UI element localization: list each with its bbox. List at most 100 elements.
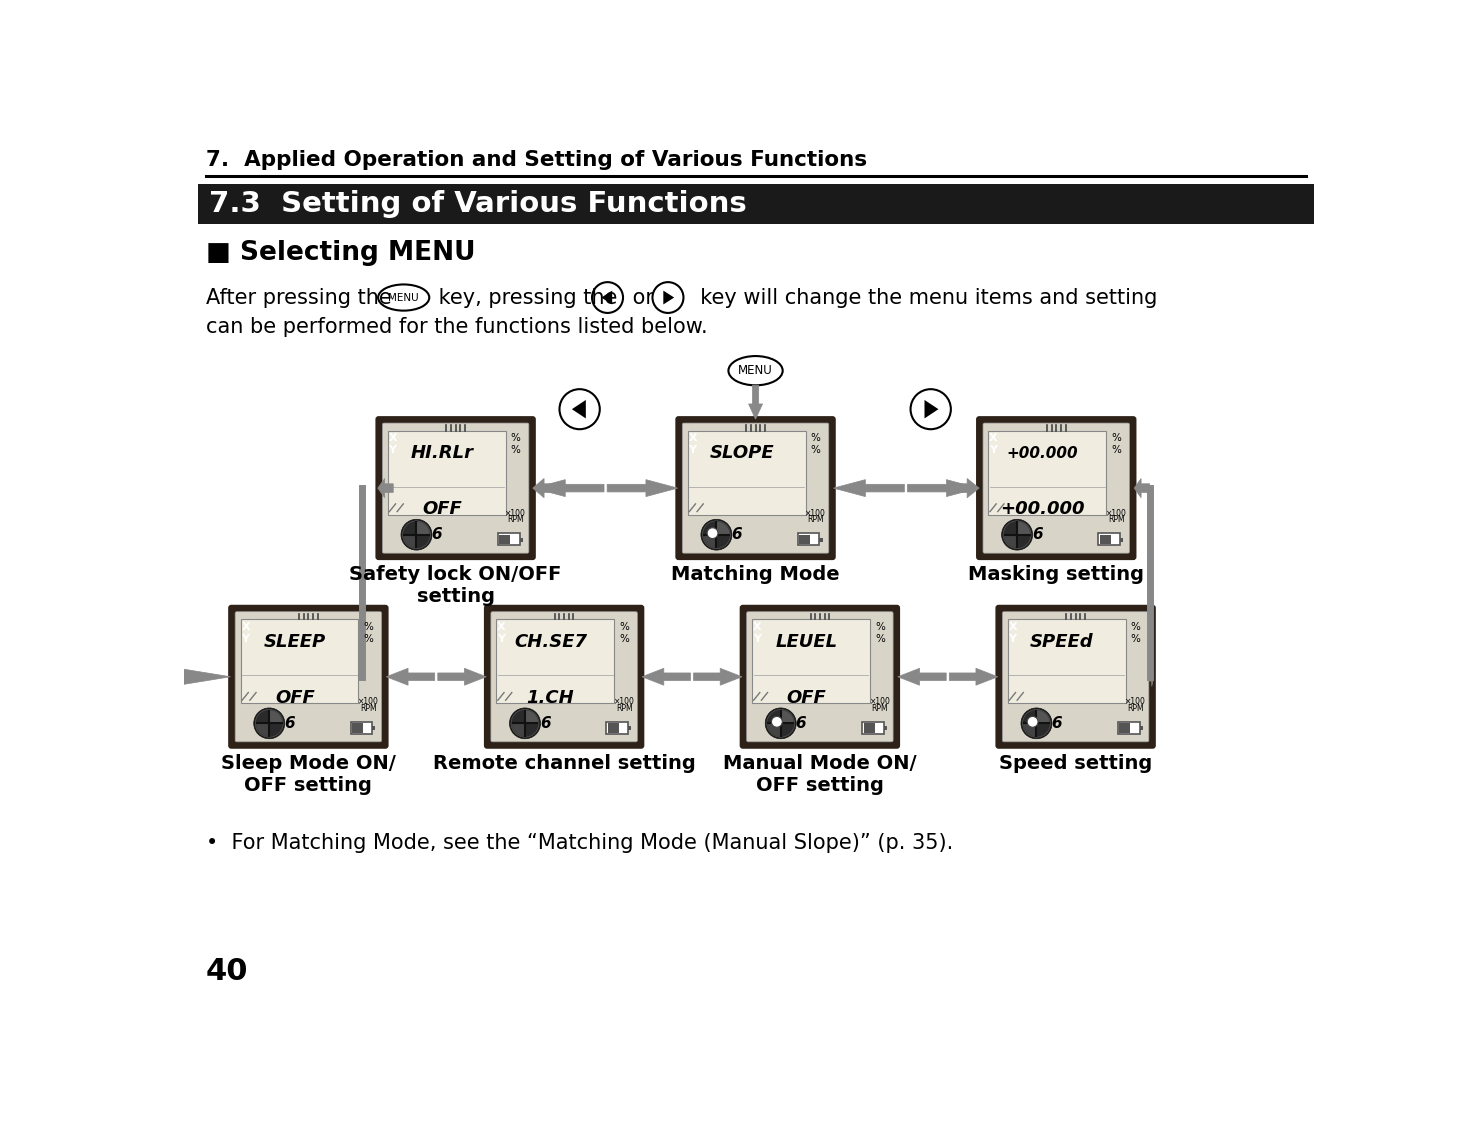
Text: OFF: OFF	[422, 500, 462, 518]
Bar	[1099, 533, 1120, 546]
Circle shape	[1022, 710, 1050, 737]
Polygon shape	[642, 668, 690, 685]
Text: or: or	[625, 288, 661, 308]
Text: ×100: ×100	[1125, 697, 1146, 706]
FancyBboxPatch shape	[988, 431, 1106, 515]
Bar	[606, 722, 628, 735]
Text: Y: Y	[752, 634, 761, 644]
Polygon shape	[386, 668, 435, 685]
Text: %: %	[875, 634, 885, 644]
Bar	[519, 538, 522, 541]
Polygon shape	[1149, 667, 1153, 686]
Bar	[820, 538, 823, 541]
Text: 40: 40	[207, 957, 249, 986]
Polygon shape	[833, 480, 904, 497]
Wedge shape	[767, 723, 780, 737]
Bar	[198, 183, 1314, 224]
FancyBboxPatch shape	[491, 611, 637, 741]
Text: %: %	[811, 445, 820, 455]
Circle shape	[652, 282, 683, 312]
Text: ■ Selecting MENU: ■ Selecting MENU	[207, 240, 475, 266]
Text: key, pressing the: key, pressing the	[432, 288, 624, 308]
Polygon shape	[925, 400, 938, 419]
Bar	[798, 533, 820, 546]
Text: RPM: RPM	[872, 704, 888, 712]
Circle shape	[591, 282, 622, 312]
Text: X: X	[689, 434, 698, 444]
Text: X: X	[497, 623, 506, 632]
Bar	[1120, 723, 1130, 732]
Circle shape	[1002, 520, 1032, 550]
Text: OFF: OFF	[786, 688, 826, 706]
Text: RPM: RPM	[507, 515, 524, 524]
Text: MENU: MENU	[388, 292, 419, 302]
Bar	[499, 533, 519, 546]
Text: Y: Y	[388, 445, 397, 455]
FancyBboxPatch shape	[229, 604, 388, 748]
Polygon shape	[950, 668, 997, 685]
Text: SLOPE: SLOPE	[709, 444, 774, 462]
Text: +00.000: +00.000	[1000, 500, 1086, 518]
Bar	[372, 727, 376, 730]
Bar	[1118, 722, 1140, 735]
Polygon shape	[378, 479, 394, 498]
Text: Sleep Mode ON/
OFF setting: Sleep Mode ON/ OFF setting	[221, 754, 395, 795]
Bar	[884, 727, 886, 730]
Wedge shape	[416, 522, 429, 534]
Wedge shape	[704, 522, 717, 534]
Text: Safety lock ON/OFF
setting: Safety lock ON/OFF setting	[350, 566, 562, 607]
FancyBboxPatch shape	[982, 423, 1130, 554]
Ellipse shape	[729, 357, 783, 385]
Bar	[864, 723, 875, 732]
Wedge shape	[1037, 710, 1050, 723]
Text: HI.RLr: HI.RLr	[410, 444, 473, 462]
Text: SLEEP: SLEEP	[264, 633, 326, 651]
Text: X: X	[1009, 623, 1018, 632]
Wedge shape	[403, 534, 416, 548]
Text: Y: Y	[1009, 634, 1016, 644]
Text: CH.SE7: CH.SE7	[513, 633, 587, 651]
FancyBboxPatch shape	[676, 417, 836, 560]
Wedge shape	[767, 710, 780, 723]
Polygon shape	[438, 668, 487, 685]
Wedge shape	[780, 723, 794, 737]
FancyBboxPatch shape	[496, 619, 614, 703]
FancyBboxPatch shape	[388, 431, 506, 515]
Wedge shape	[1018, 522, 1030, 534]
Wedge shape	[403, 522, 416, 534]
Circle shape	[1003, 521, 1031, 549]
Text: 7.  Applied Operation and Setting of Various Functions: 7. Applied Operation and Setting of Vari…	[207, 151, 867, 171]
Circle shape	[771, 717, 782, 727]
Text: X: X	[388, 434, 397, 444]
Polygon shape	[693, 668, 742, 685]
Text: ×100: ×100	[805, 508, 826, 517]
Text: 6: 6	[795, 715, 807, 731]
Polygon shape	[907, 480, 978, 497]
Bar	[861, 722, 884, 735]
Text: 6: 6	[1052, 715, 1062, 731]
Text: RPM: RPM	[617, 704, 633, 712]
FancyBboxPatch shape	[1007, 619, 1125, 703]
Text: ×100: ×100	[506, 508, 527, 517]
Text: Matching Mode: Matching Mode	[671, 566, 839, 584]
Wedge shape	[416, 534, 429, 548]
Text: %: %	[1111, 445, 1121, 455]
FancyBboxPatch shape	[687, 431, 805, 515]
Polygon shape	[534, 480, 605, 497]
Text: 6: 6	[540, 715, 550, 731]
Wedge shape	[1024, 723, 1037, 737]
Text: Remote channel setting: Remote channel setting	[432, 754, 696, 773]
Circle shape	[509, 708, 540, 739]
Circle shape	[1027, 717, 1038, 727]
Text: X: X	[752, 623, 761, 632]
Text: ×100: ×100	[614, 697, 634, 706]
Text: ×100: ×100	[1106, 508, 1127, 517]
FancyBboxPatch shape	[996, 604, 1156, 748]
Circle shape	[401, 520, 432, 550]
Polygon shape	[1134, 479, 1149, 498]
Text: %: %	[1111, 434, 1121, 444]
Ellipse shape	[378, 284, 429, 310]
FancyBboxPatch shape	[240, 619, 358, 703]
Circle shape	[403, 521, 431, 549]
Polygon shape	[749, 385, 763, 419]
